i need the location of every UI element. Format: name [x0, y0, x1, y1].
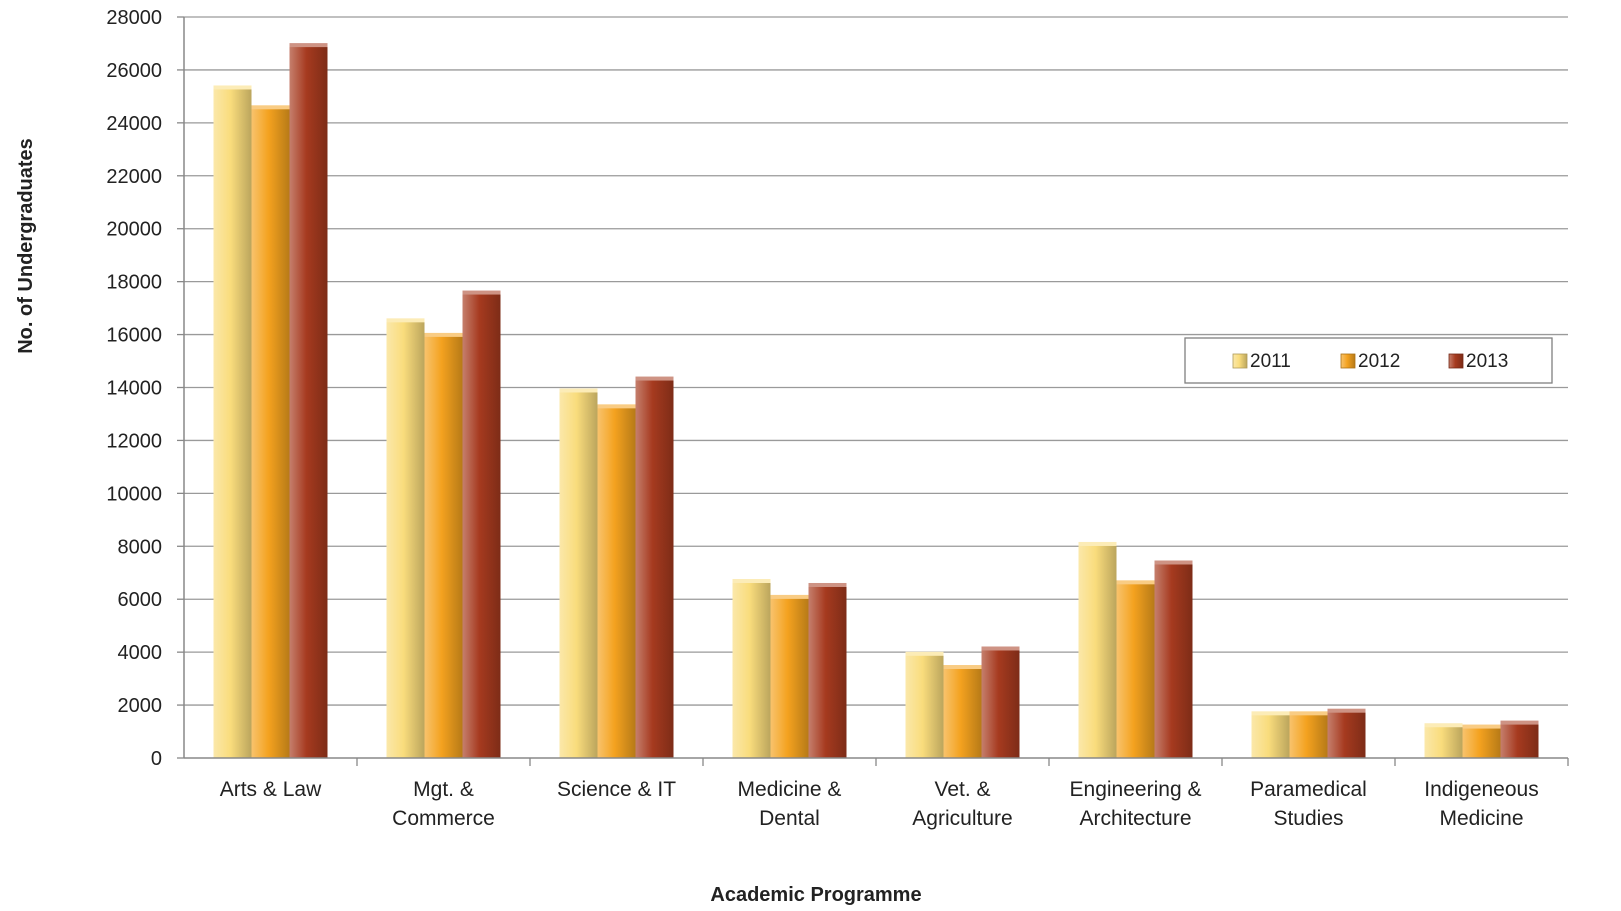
x-tick-label: Arts & Law	[220, 778, 322, 801]
bar-2012	[251, 108, 290, 759]
bar-cap	[251, 105, 290, 110]
bar-cap	[943, 665, 982, 670]
y-tick-label: 0	[151, 748, 162, 770]
bar-cap	[1289, 711, 1328, 716]
legend-label: 2011	[1250, 351, 1291, 372]
y-tick-label: 2000	[118, 695, 163, 717]
bar-2013	[289, 46, 328, 758]
y-tick-label: 14000	[106, 378, 162, 400]
bar-cap	[981, 646, 1020, 651]
bar-cap	[1116, 580, 1155, 585]
bar-cap	[770, 594, 809, 599]
bar-2012	[770, 597, 809, 758]
bar-cap	[1154, 560, 1193, 565]
bar-cap	[424, 332, 463, 337]
bar-cap	[1251, 711, 1290, 716]
bar-cap	[386, 318, 425, 323]
legend-swatch	[1340, 353, 1356, 369]
bar-cap	[289, 43, 328, 48]
y-tick-label: 16000	[106, 325, 162, 347]
legend-label: 2012	[1358, 351, 1400, 372]
legend-label: 2013	[1466, 351, 1508, 372]
bar-cap	[635, 376, 674, 381]
axes	[177, 16, 1569, 766]
bar-cap	[462, 290, 501, 295]
x-tick-label: Medicine & Dental	[738, 778, 842, 830]
x-axis-title: Academic Programme	[710, 884, 921, 906]
bar-2013	[981, 649, 1020, 758]
x-tick-label: Vet. & Agriculture	[912, 778, 1012, 830]
bar-2012	[1462, 727, 1501, 758]
bars	[213, 43, 1539, 759]
bar-2011	[213, 88, 252, 759]
legend: 2011 2012 2013	[1184, 337, 1553, 384]
y-axis-title: No. of Undergraduates	[15, 138, 37, 354]
bar-cap	[559, 388, 598, 393]
bar-cap	[1500, 720, 1539, 725]
bar-2011	[905, 654, 944, 758]
y-tick-label: 22000	[106, 166, 162, 188]
bar-cap	[1078, 541, 1117, 546]
bar-2012	[597, 407, 636, 758]
bar-cap	[1327, 708, 1366, 713]
x-tick-label: Mgt. & Commerce	[392, 778, 495, 830]
bar-cap	[597, 404, 636, 409]
bar-2013	[808, 585, 847, 758]
bar-cap	[905, 651, 944, 656]
bar-2011	[386, 321, 425, 758]
y-tick-label: 10000	[106, 483, 162, 505]
x-tick-label: Engineering & Architecture	[1070, 778, 1202, 830]
x-tick-label: Paramedical Studies	[1250, 778, 1367, 830]
y-tick-label: 4000	[118, 642, 163, 664]
bar-2011	[1078, 544, 1117, 758]
bar-2012	[1116, 583, 1155, 758]
y-tick-label: 28000	[106, 7, 162, 29]
bar-cap	[808, 582, 847, 587]
bar-cap	[732, 579, 771, 584]
bar-2013	[635, 379, 674, 758]
y-tick-label: 8000	[118, 536, 163, 558]
y-tick-label: 18000	[106, 272, 162, 294]
y-tick-label: 20000	[106, 219, 162, 241]
bar-2012	[1289, 714, 1328, 758]
y-tick-label: 26000	[106, 60, 162, 82]
bar-2011	[1424, 726, 1463, 758]
bar-cap	[213, 85, 252, 90]
bar-2013	[1500, 723, 1539, 758]
bar-cap	[1462, 724, 1501, 729]
x-tick-label: Indigeneous Medicine	[1424, 778, 1538, 830]
bar-2011	[732, 582, 771, 758]
y-tick-label: 12000	[106, 430, 162, 452]
y-tick-label: 24000	[106, 113, 162, 135]
bar-2013	[1154, 563, 1193, 758]
bar-2013	[462, 293, 501, 758]
bar-2013	[1327, 711, 1366, 758]
bar-2011	[559, 391, 598, 758]
x-tick-label: Science & IT	[557, 778, 676, 801]
bar-cap	[1424, 723, 1463, 728]
bar-2012	[943, 668, 982, 758]
legend-swatch	[1232, 353, 1248, 369]
bar-2012	[424, 335, 463, 758]
bar-2011	[1251, 714, 1290, 758]
legend-swatch	[1448, 353, 1464, 369]
labels: 0 2000 4000 6000 8000 10000 12000 14000 16000 180…	[106, 7, 1538, 830]
y-tick-label: 6000	[118, 589, 163, 611]
